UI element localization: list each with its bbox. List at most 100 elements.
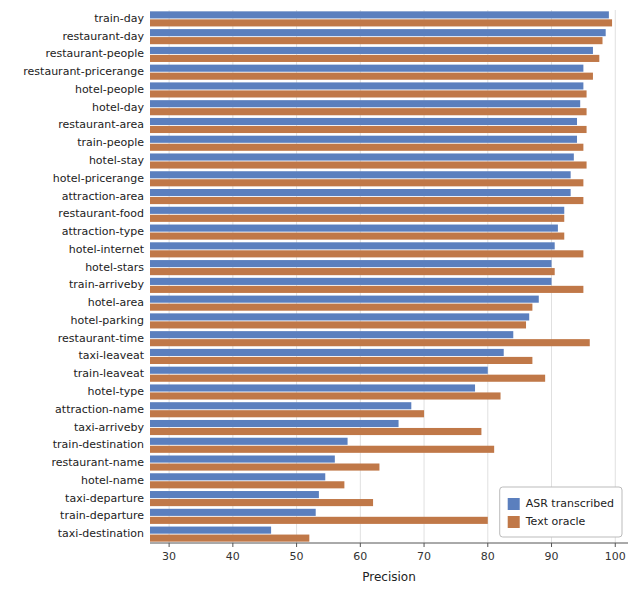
bar: [150, 82, 583, 89]
category-label: taxi-departure: [65, 492, 144, 505]
category-label: hotel-stay: [89, 154, 145, 167]
bars: [150, 11, 612, 541]
category-label: restaurant-pricerange: [23, 65, 144, 78]
tick-mark: [296, 543, 297, 547]
tick-label: 30: [162, 550, 176, 563]
category-label: train-leaveat: [74, 367, 145, 380]
bar: [150, 189, 571, 196]
bar: [150, 136, 577, 143]
bar: [150, 19, 612, 26]
grid-line: [551, 10, 552, 543]
bar: [150, 428, 481, 435]
bar: [150, 357, 532, 364]
category-label: restaurant-name: [51, 456, 144, 469]
category-label: taxi-arriveby: [74, 421, 144, 434]
bar: [150, 473, 325, 480]
bar: [150, 278, 552, 285]
category-label: restaurant-people: [45, 47, 144, 60]
bar: [150, 375, 545, 382]
tick-mark: [615, 543, 616, 547]
tick-label: 100: [605, 550, 626, 563]
tick-mark: [232, 543, 233, 547]
bar: [150, 118, 577, 125]
category-label: restaurant-food: [58, 207, 144, 220]
bar: [150, 90, 587, 97]
bar: [150, 331, 513, 338]
bar: [150, 481, 344, 488]
bar: [150, 260, 552, 267]
category-label: hotel-day: [92, 101, 145, 114]
category-label: restaurant-time: [58, 332, 144, 345]
category-label: hotel-internet: [69, 243, 145, 256]
category-label: hotel-people: [75, 83, 144, 96]
tick-label: 40: [226, 550, 240, 563]
legend-label: Text oracle: [525, 515, 586, 528]
tick-mark: [169, 543, 170, 547]
category-label: attraction-type: [62, 225, 145, 238]
grid-line: [487, 10, 488, 543]
grid-line: [169, 10, 170, 543]
category-label: train-day: [94, 12, 144, 25]
bar: [150, 313, 529, 320]
bar: [150, 463, 379, 470]
grid-line: [424, 10, 425, 543]
chart: train-dayrestaurant-dayrestaurant-people…: [0, 0, 640, 593]
bar: [150, 286, 583, 293]
category-label: taxi-leaveat: [79, 349, 145, 362]
category-label: hotel-pricerange: [53, 172, 144, 185]
grid-line: [296, 10, 297, 543]
bar: [150, 11, 609, 18]
bar: [150, 321, 526, 328]
bar: [150, 29, 606, 36]
bar: [150, 207, 564, 214]
bar: [150, 527, 271, 534]
category-label: attraction-area: [62, 190, 144, 203]
tick-mark: [360, 543, 361, 547]
legend-swatch: [508, 498, 520, 510]
grid-line: [615, 10, 616, 543]
category-labels: train-dayrestaurant-dayrestaurant-people…: [23, 12, 144, 540]
tick-mark: [487, 543, 488, 547]
category-label: train-destination: [53, 438, 144, 451]
category-label: attraction-name: [55, 403, 144, 416]
bar: [150, 225, 558, 232]
bar: [150, 367, 488, 374]
tick-label: 70: [417, 550, 431, 563]
category-label: train-people: [77, 136, 144, 149]
bar: [150, 161, 587, 168]
bar: [150, 402, 411, 409]
bar: [150, 304, 532, 311]
bar: [150, 420, 399, 427]
bar: [150, 438, 348, 445]
bar: [150, 47, 593, 54]
category-label: hotel-stars: [85, 261, 144, 274]
bar: [150, 250, 583, 257]
category-label: hotel-parking: [71, 314, 144, 327]
bar: [150, 455, 335, 462]
bar: [150, 179, 583, 186]
bar: [150, 242, 555, 249]
legend-box: [500, 487, 622, 537]
bar: [150, 144, 583, 151]
tick-mark: [551, 543, 552, 547]
bar: [150, 73, 593, 80]
bar: [150, 268, 555, 275]
category-label: train-departure: [60, 509, 144, 522]
tick-label: 80: [481, 550, 495, 563]
grid-line: [360, 10, 361, 543]
bar: [150, 108, 587, 115]
tick-label: 90: [545, 550, 559, 563]
category-label: hotel-name: [81, 474, 144, 487]
x-axis: 30405060708090100Precision: [150, 543, 628, 584]
bar: [150, 153, 574, 160]
category-label: train-arriveby: [69, 278, 144, 291]
grid: [169, 10, 615, 543]
tick-mark: [424, 543, 425, 547]
axis-line: [150, 543, 628, 544]
bar: [150, 384, 475, 391]
bar: [150, 509, 316, 516]
category-label: hotel-type: [88, 385, 145, 398]
bar: [150, 535, 309, 542]
bar: [150, 491, 319, 498]
bar: [150, 215, 564, 222]
